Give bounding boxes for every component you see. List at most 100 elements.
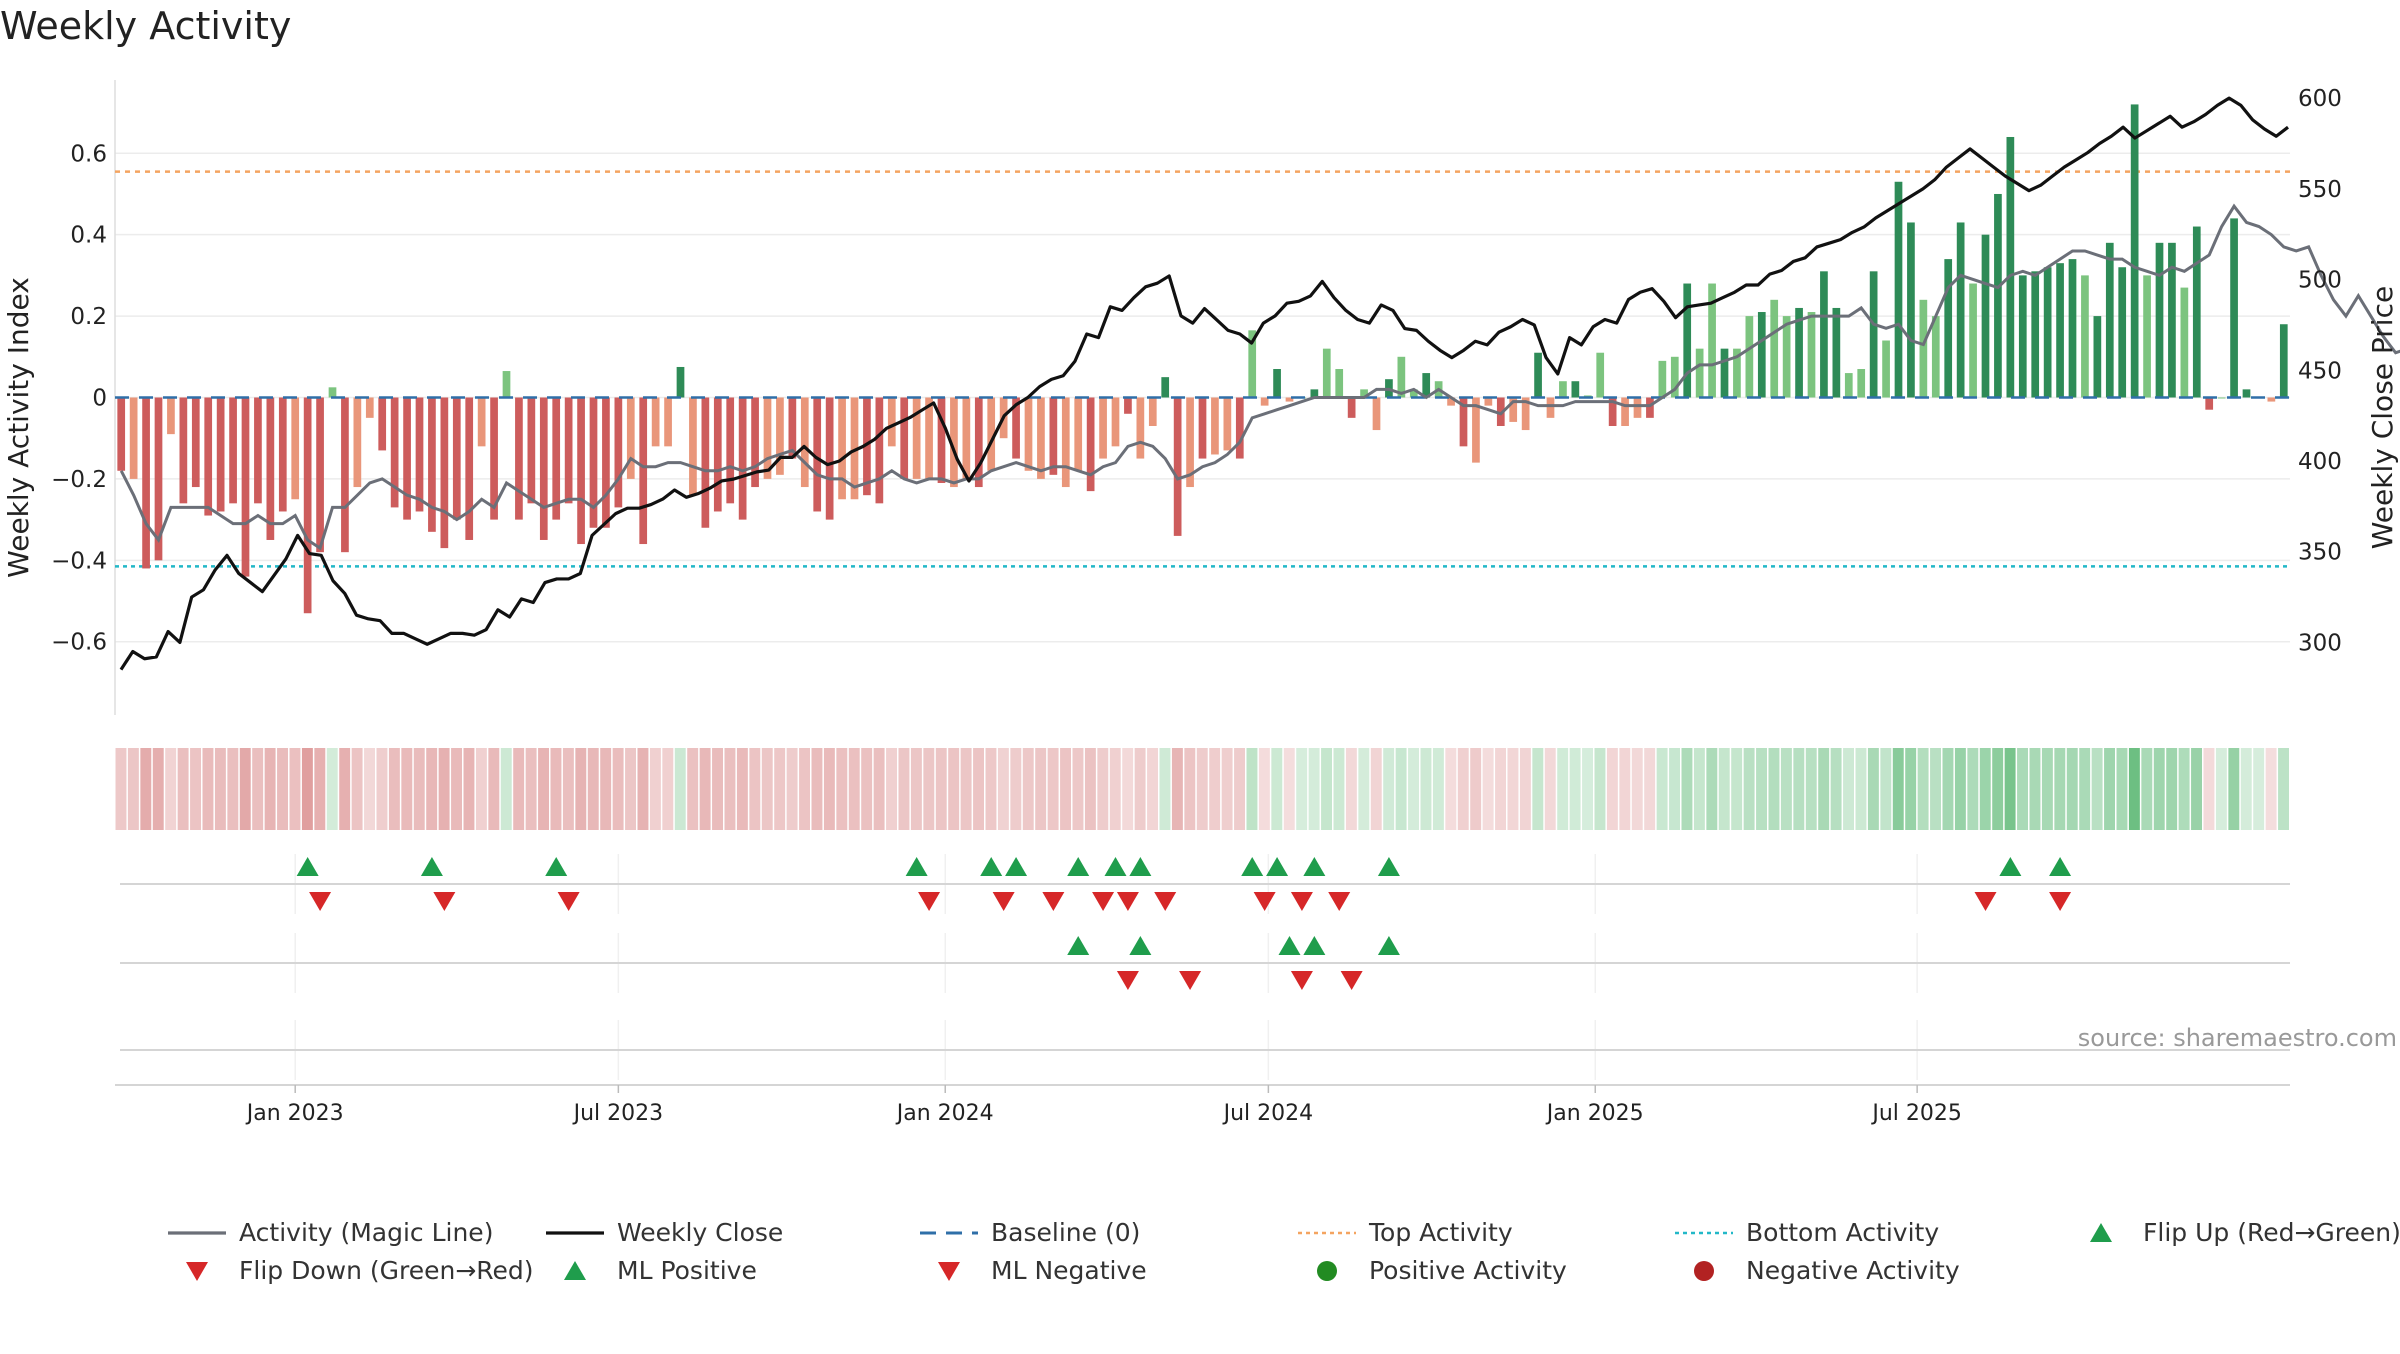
activity-bar [1869, 271, 1878, 398]
activity-strip-cell [127, 748, 139, 830]
activity-bar [1409, 389, 1418, 398]
activity-strip-cell [2041, 748, 2053, 830]
activity-bar [751, 397, 759, 488]
signal-down-marker [1154, 892, 1177, 911]
activity-strip-cell [898, 748, 910, 830]
activity-bar [191, 397, 200, 488]
activity-bar [1459, 397, 1468, 447]
signal-down-marker [918, 892, 941, 911]
activity-strip-cell [1818, 748, 1830, 830]
activity-bar [216, 397, 225, 512]
legend-swatch [564, 1261, 586, 1280]
legend-label: Activity (Magic Line) [239, 1218, 493, 1247]
activity-bar [428, 397, 436, 532]
activity-strip-cell [2278, 748, 2289, 830]
activity-strip-cell [1109, 748, 1121, 830]
activity-strip-cell [1644, 748, 1656, 830]
activity-bar [676, 366, 685, 398]
activity-bar [328, 387, 337, 398]
activity-strip-cell [649, 748, 661, 830]
signal-up-marker [1129, 936, 1152, 955]
signal-up-marker [1129, 857, 1152, 876]
activity-strip-cell [1942, 748, 1954, 830]
y2-tick-label: 400 [2298, 449, 2342, 475]
activity-bar [925, 397, 933, 479]
activity-bar [1484, 397, 1493, 406]
signal-down-marker [433, 892, 456, 911]
activity-bar [1596, 352, 1605, 398]
y-tick-label: −0.2 [51, 467, 107, 493]
activity-bar [1074, 397, 1083, 471]
chart-title: Weekly Activity [0, 4, 292, 48]
y2-tick-label: 300 [2298, 630, 2342, 656]
activity-bar [1807, 312, 1816, 398]
activity-strip-cell [1756, 748, 1767, 830]
activity-bar [2143, 275, 2151, 398]
activity-strip-cell [2240, 748, 2252, 830]
activity-strip-cell [1047, 748, 1059, 830]
activity-bar [1310, 389, 1319, 398]
activity-strip-cell [1557, 748, 1569, 830]
activity-bar [477, 397, 486, 447]
signal-up-marker [1278, 936, 1301, 955]
activity-strip-cell [923, 748, 935, 830]
activity-strip-cell [2091, 748, 2103, 830]
activity-strip-cell [475, 748, 487, 830]
activity-strip-cell [227, 748, 239, 830]
activity-strip-cell [600, 748, 612, 830]
signal-up-marker [1005, 857, 1028, 876]
signal-down-marker [1179, 971, 1202, 990]
activity-bar [1322, 348, 1331, 398]
activity-bar [2230, 218, 2238, 398]
activity-strip-cell [1992, 748, 2004, 830]
activity-bar [1422, 373, 1431, 398]
activity-bar [1235, 397, 1244, 459]
activity-bar [1124, 397, 1132, 414]
signal-up-marker [1303, 936, 1326, 955]
activity-strip-cell [1308, 748, 1320, 830]
activity-strip-cell [712, 748, 723, 830]
y-tick-label: −0.4 [51, 548, 107, 574]
signal-up-marker [296, 857, 319, 876]
activity-bar [2018, 275, 2027, 398]
signal-down-marker [1042, 892, 1065, 911]
activity-bar [1757, 312, 1766, 398]
activity-strip-cell [1022, 748, 1034, 830]
activity-strip-cell [948, 748, 960, 830]
activity-strip-cell [873, 748, 885, 830]
activity-strip-cell [1221, 748, 1233, 830]
signal-up-marker [1067, 936, 1090, 955]
signal-up-marker [980, 857, 1003, 876]
legend-swatch [186, 1262, 208, 1281]
signal-up-marker [1266, 857, 1289, 876]
activity-bar [2093, 316, 2102, 398]
activity-bar [1012, 397, 1020, 459]
activity-bar [1844, 373, 1853, 398]
activity-strip-cell [2253, 748, 2265, 830]
activity-strip-cell [1196, 748, 1208, 830]
activity-bar [179, 397, 188, 504]
y-tick-label: 0 [92, 386, 107, 412]
activity-bar [1571, 381, 1580, 398]
activity-bar [341, 397, 349, 553]
signal-down-marker [1253, 892, 1276, 911]
activity-strip-cell [724, 748, 736, 830]
activity-strip-cell [985, 748, 997, 830]
signal-up-marker [420, 857, 443, 876]
activity-strip-cell [910, 748, 922, 830]
activity-strip-cell [1432, 748, 1444, 830]
activity-bar [1161, 377, 1170, 398]
activity-bar [1608, 397, 1617, 426]
y2-tick-label: 350 [2298, 540, 2342, 566]
signal-up-marker [2049, 857, 2072, 876]
activity-bar [1447, 397, 1455, 406]
activity-strip-cell [1843, 748, 1854, 830]
activity-bar [390, 397, 399, 508]
activity-strip-cell [1631, 748, 1643, 830]
x-tick-label: Jan 2023 [245, 1101, 344, 1126]
activity-strip-cell [1209, 748, 1221, 830]
activity-strip-cell [1780, 748, 1792, 830]
activity-bar [726, 397, 735, 504]
activity-strip-cell [401, 748, 413, 830]
y-tick-label: −0.6 [51, 630, 107, 656]
